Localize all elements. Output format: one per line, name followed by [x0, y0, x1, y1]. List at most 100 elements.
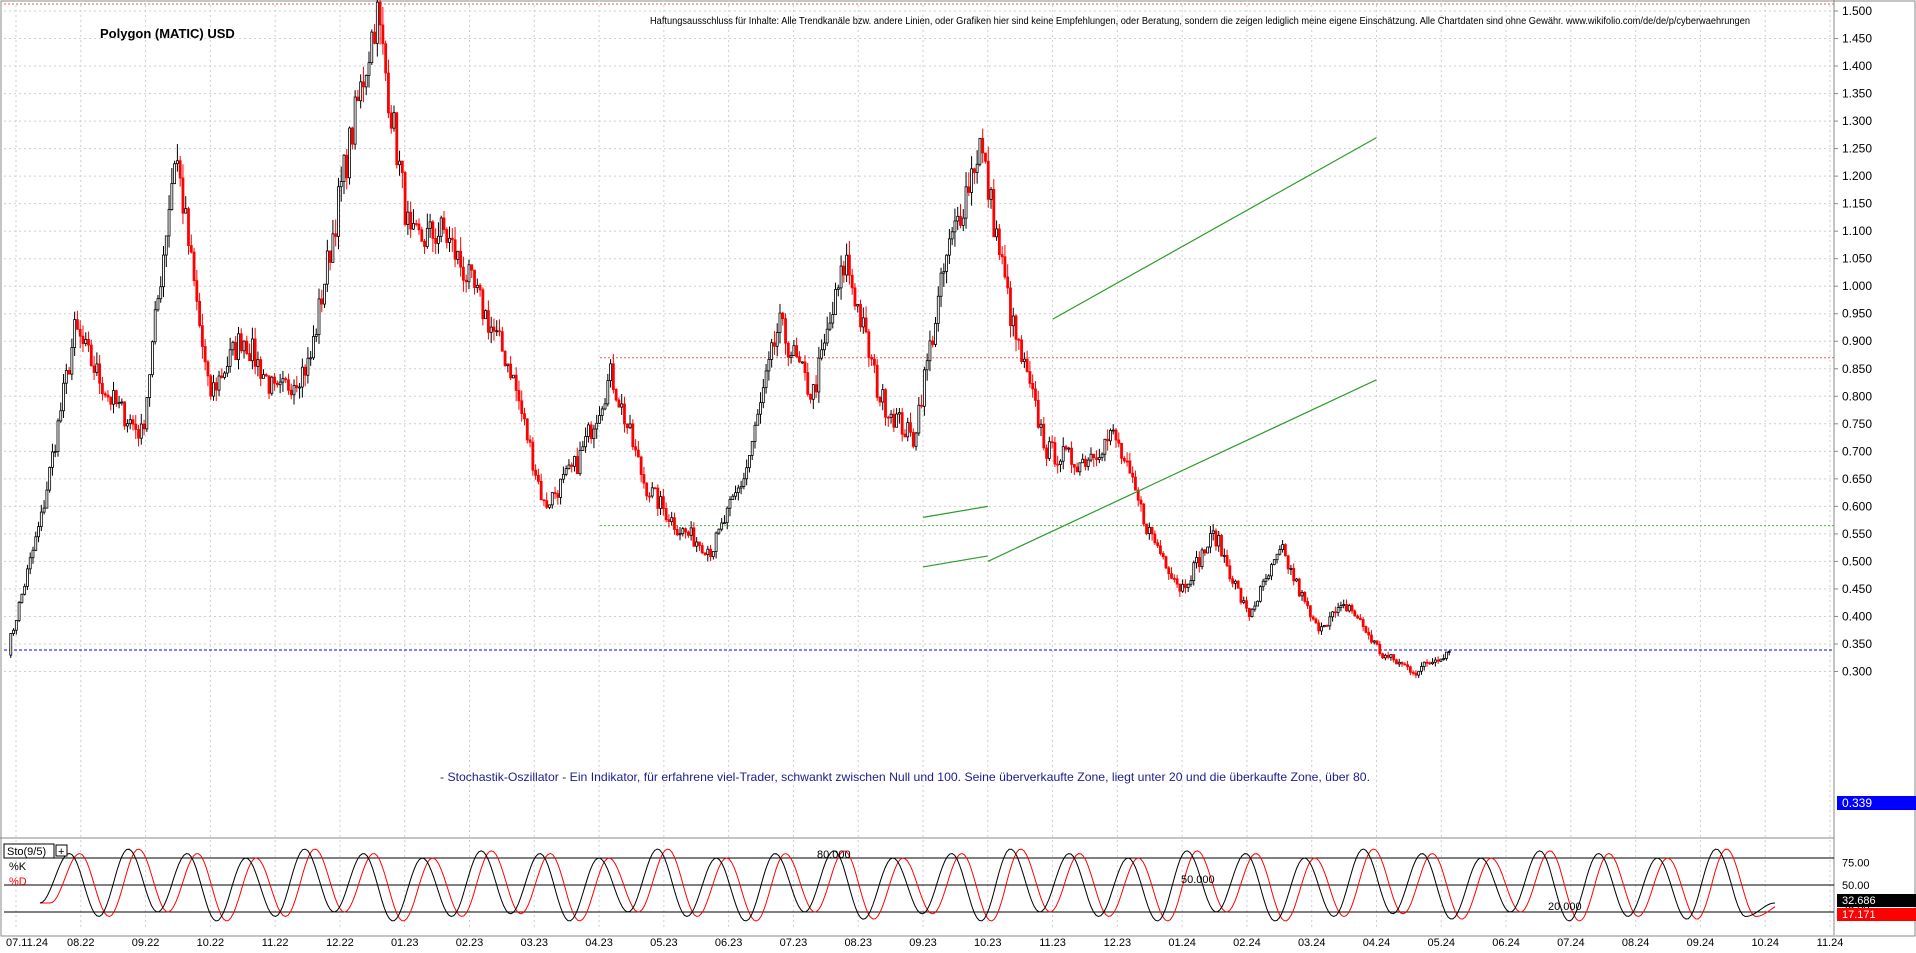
candle-body [512, 374, 515, 379]
candle-body [842, 265, 846, 276]
candle-body [51, 451, 54, 468]
candle-body [1439, 658, 1443, 662]
date-tick-label: 09.24 [1687, 937, 1715, 948]
candle-body [689, 527, 693, 536]
candle-body [664, 508, 668, 521]
candle-body [462, 266, 465, 281]
candle-body [1136, 489, 1140, 501]
candle-body [300, 366, 304, 388]
candle-body [275, 382, 279, 386]
reference-lines [4, 3, 1834, 651]
candle-body [26, 568, 29, 587]
candle-body [1100, 453, 1104, 458]
candle-body [673, 517, 676, 530]
candle-body [934, 323, 937, 345]
date-tick-label: 05.24 [1428, 937, 1456, 948]
price-tick-label: 1.200 [1842, 169, 1872, 183]
candle-body [175, 160, 179, 165]
candle-body [350, 127, 354, 145]
candle-body [700, 545, 704, 554]
candle-body [259, 359, 263, 379]
candle-body [17, 602, 21, 621]
candle-body [398, 160, 401, 166]
candle-body [117, 402, 121, 405]
candle-body [928, 340, 932, 362]
candle-body [1375, 640, 1379, 645]
stochastic-d-line [40, 848, 1776, 922]
candle-body [203, 346, 207, 363]
candle-body [1397, 661, 1401, 665]
candle-body [428, 221, 432, 229]
price-tick-label: 1.300 [1842, 114, 1872, 128]
trendline [922, 505, 988, 518]
axes: 1.500 1.450 1.400 1.350 1.300 1.250 1.200 1.150… [6, 4, 1872, 949]
candle-body [334, 233, 338, 237]
candle-body [581, 446, 585, 451]
candle-body [698, 541, 701, 546]
candle-body [214, 382, 218, 391]
candle-body [573, 456, 576, 467]
price-tick-label: 0.800 [1842, 389, 1872, 403]
candle-body [997, 228, 1001, 255]
candle-body [1361, 619, 1365, 627]
candle-body [200, 325, 204, 347]
legend-d: %D [9, 876, 27, 888]
candle-body [128, 419, 132, 425]
candle-body [870, 357, 874, 360]
candle-body [198, 300, 202, 327]
date-tick-label: 08.24 [1622, 937, 1650, 948]
k-value-label: 32.686 [1842, 895, 1876, 907]
candle-body [584, 436, 587, 448]
candle-body [1417, 670, 1421, 676]
candle-body [556, 493, 560, 498]
candle-body [506, 363, 510, 367]
candle-body [317, 298, 321, 335]
candle-body [795, 345, 799, 358]
candle-body [620, 403, 624, 408]
candle-body [534, 469, 538, 476]
candle-body [867, 331, 871, 358]
candle-body [1292, 568, 1296, 582]
candle-body [381, 24, 385, 45]
candle-body [76, 319, 79, 330]
trendline [987, 379, 1377, 562]
candle-body [639, 456, 643, 475]
date-tick-label: 07.24 [1557, 937, 1585, 948]
candle-body [1153, 533, 1157, 544]
candle-body [114, 390, 118, 405]
candle-body [164, 235, 168, 256]
candle-body [126, 423, 129, 427]
candle-body [742, 478, 746, 487]
candle-body [373, 31, 376, 44]
price-tick-label: 1.250 [1842, 142, 1872, 156]
candle-body [1064, 446, 1068, 450]
candle-body [281, 378, 285, 383]
candle-body [1170, 573, 1173, 579]
candle-body [403, 172, 407, 225]
candle-body [653, 487, 657, 490]
candle-body [972, 168, 976, 173]
date-tick-label: 04.24 [1363, 937, 1391, 948]
candle-body [1197, 557, 1201, 568]
stochastic-annotation: - Stochastik-Oszillator - Ein Indikator,… [440, 770, 1370, 784]
candle-body [831, 314, 835, 324]
candle-body [611, 363, 615, 390]
candle-body [1214, 530, 1218, 547]
candle-body [914, 432, 918, 447]
candle-body [1000, 254, 1004, 258]
candle-body [1289, 568, 1293, 570]
candle-body [464, 279, 468, 283]
candle-body [531, 441, 535, 471]
candle-body [1025, 358, 1029, 372]
date-tick-label: 06.24 [1492, 937, 1520, 948]
date-tick-label: 10.24 [1751, 937, 1779, 948]
candle-body [648, 495, 651, 498]
candle-body [1200, 549, 1204, 568]
candle-body [1345, 604, 1348, 612]
expand-panel-icon[interactable] [55, 844, 68, 857]
candle-body [692, 527, 696, 547]
candle-body [1222, 554, 1226, 557]
candle-body [1389, 654, 1393, 658]
candle-body [62, 382, 65, 412]
candle-body [1092, 453, 1096, 459]
